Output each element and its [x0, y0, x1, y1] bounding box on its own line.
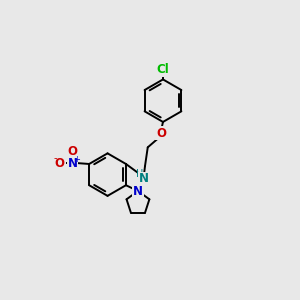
Text: O: O	[68, 145, 77, 158]
Text: O: O	[156, 127, 166, 140]
Text: +: +	[73, 155, 80, 164]
Text: -: -	[54, 153, 57, 164]
Text: Cl: Cl	[157, 63, 169, 76]
Text: N: N	[133, 184, 143, 197]
Text: N: N	[139, 172, 149, 185]
Text: N: N	[68, 157, 77, 169]
Text: O: O	[55, 157, 65, 169]
Text: H: H	[136, 169, 144, 179]
